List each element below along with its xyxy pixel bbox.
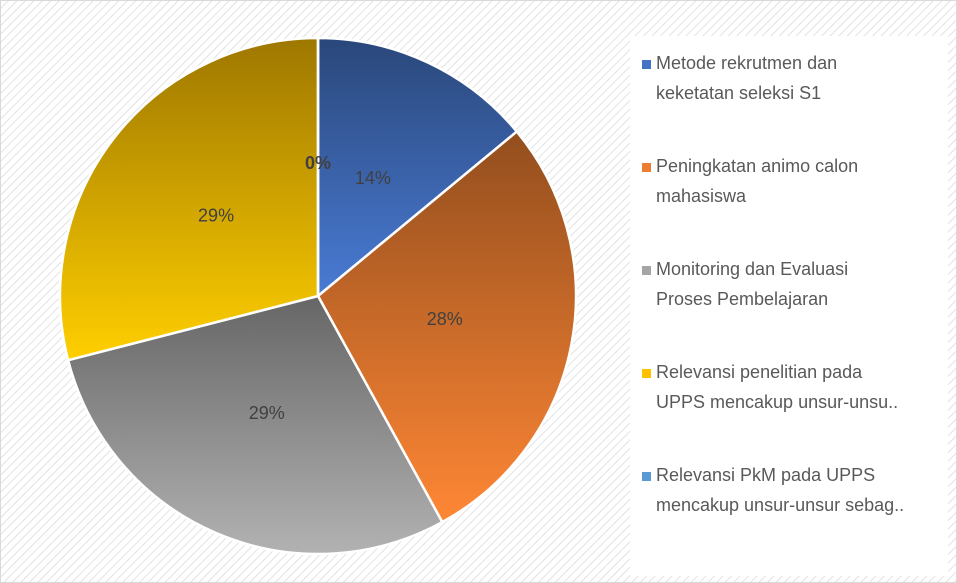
legend-label: Relevansi PkM pada UPPS mencakup unsur-u… [656,465,905,515]
legend-label: Monitoring dan Evaluasi Proses Pembelaja… [656,259,849,309]
data-label: 28% [427,309,463,329]
legend-entry: Monitoring dan Evaluasi Proses Pembelaja… [630,242,948,345]
data-label: 0% [305,153,331,173]
legend-swatch [642,163,651,172]
legend-swatch [642,472,651,481]
pie-slice [316,36,519,299]
legend-swatch [642,266,651,275]
legend-swatch [642,60,651,69]
legend-swatch [642,369,651,378]
legend-label: Metode rekrutmen dan keketatan seleksi S… [656,53,838,103]
pie-slice [66,294,444,556]
data-label: 29% [249,403,285,423]
pie-slice [58,36,320,362]
pie-slice [316,129,578,524]
legend-entry: Relevansi PkM pada UPPS mencakup unsur-u… [630,448,948,551]
data-label: 29% [198,206,234,226]
legend: Metode rekrutmen dan keketatan seleksi S… [630,36,948,576]
legend-entry: Metode rekrutmen dan keketatan seleksi S… [630,36,948,139]
legend-entry: Peningkatan animo calon mahasiswa [630,139,948,242]
legend-label: Relevansi penelitian pada UPPS mencakup … [656,362,899,412]
legend-entry: Relevansi penelitian pada UPPS mencakup … [630,345,948,448]
legend-label: Peningkatan animo calon mahasiswa [656,156,859,206]
data-label: 14% [355,168,391,188]
